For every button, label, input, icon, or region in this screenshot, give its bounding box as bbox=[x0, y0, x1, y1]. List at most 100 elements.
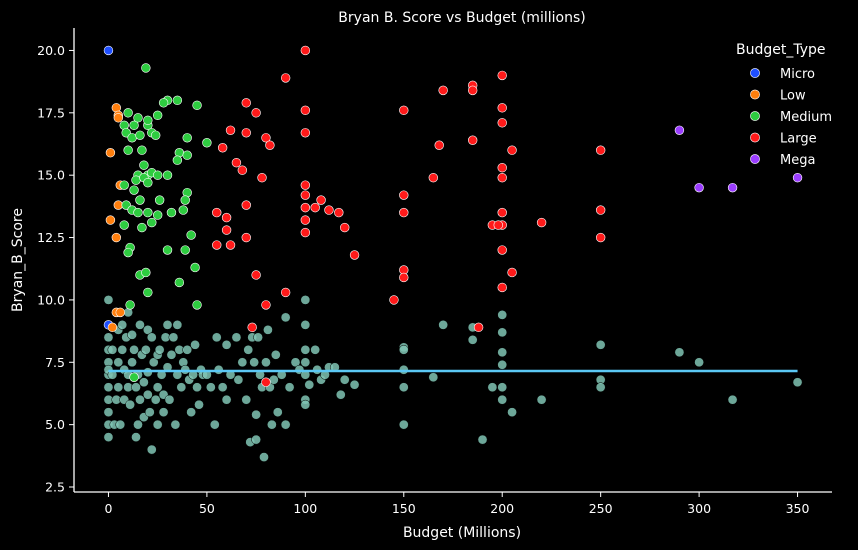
background-point bbox=[263, 324, 273, 335]
data-point-large bbox=[300, 105, 311, 116]
data-point-large bbox=[225, 240, 236, 250]
background-point bbox=[107, 344, 118, 355]
data-point-large bbox=[493, 220, 503, 230]
data-point-large bbox=[241, 128, 251, 138]
background-point bbox=[339, 374, 350, 385]
y-tick-label: 15.0 bbox=[37, 168, 65, 183]
data-point-low bbox=[105, 148, 116, 158]
data-point-large bbox=[324, 205, 334, 215]
data-point-large bbox=[349, 250, 360, 260]
data-point-medium bbox=[182, 133, 192, 143]
background-point bbox=[139, 377, 149, 388]
data-point-large bbox=[310, 202, 320, 213]
background-point bbox=[211, 332, 222, 343]
y-tick-label: 12.5 bbox=[37, 230, 65, 245]
background-point bbox=[176, 382, 187, 393]
background-point bbox=[300, 357, 311, 368]
background-point bbox=[103, 382, 114, 393]
background-point bbox=[166, 349, 177, 360]
background-point bbox=[150, 394, 161, 405]
data-point-large bbox=[497, 245, 507, 255]
background-point bbox=[164, 394, 175, 405]
background-point bbox=[497, 359, 508, 370]
background-point bbox=[251, 409, 261, 420]
data-point-medium bbox=[143, 207, 153, 218]
data-point-mega bbox=[694, 182, 704, 193]
background-point bbox=[168, 332, 179, 343]
data-point-medium bbox=[152, 170, 163, 180]
background-point bbox=[497, 310, 508, 320]
x-tick-label: 250 bbox=[589, 501, 613, 516]
x-tick-label: 300 bbox=[687, 501, 711, 516]
data-point-large bbox=[497, 162, 507, 173]
legend-label-medium: Medium bbox=[780, 110, 832, 125]
data-point-large bbox=[261, 377, 271, 387]
data-point-medium bbox=[129, 372, 139, 382]
data-point-medium bbox=[123, 247, 133, 258]
background-point bbox=[243, 344, 254, 355]
background-point bbox=[231, 332, 242, 343]
y-tick-label: 2.5 bbox=[45, 480, 65, 495]
background-point bbox=[335, 389, 346, 400]
data-point-medium bbox=[178, 205, 188, 215]
data-point-mega bbox=[727, 182, 738, 193]
data-point-large bbox=[399, 272, 409, 283]
background-point bbox=[127, 329, 137, 340]
data-point-large bbox=[300, 128, 311, 138]
data-point-large bbox=[399, 190, 409, 200]
data-point-large bbox=[221, 212, 232, 223]
background-point bbox=[270, 349, 281, 360]
background-point bbox=[103, 407, 114, 418]
data-point-medium bbox=[151, 130, 161, 140]
data-point-medium bbox=[172, 95, 183, 106]
background-point bbox=[237, 357, 248, 368]
data-point-medium bbox=[147, 217, 157, 228]
data-point-low bbox=[113, 113, 123, 123]
data-point-large bbox=[595, 205, 606, 215]
background-point bbox=[127, 357, 137, 368]
background-point bbox=[125, 399, 135, 410]
data-point-large bbox=[497, 118, 507, 128]
y-tick-label: 7.5 bbox=[45, 355, 65, 370]
background-point bbox=[300, 295, 311, 305]
background-point bbox=[272, 407, 283, 418]
data-point-medium bbox=[172, 155, 183, 165]
background-point bbox=[792, 377, 803, 388]
background-point bbox=[142, 324, 153, 335]
data-point-large bbox=[237, 165, 248, 175]
background-point bbox=[300, 344, 311, 355]
background-point bbox=[438, 320, 449, 330]
background-point bbox=[135, 394, 145, 405]
legend-marker-large bbox=[750, 132, 760, 143]
data-point-mega bbox=[674, 125, 685, 135]
background-point bbox=[280, 312, 291, 323]
background-point bbox=[487, 382, 498, 393]
legend-marker-low bbox=[750, 89, 760, 100]
data-point-medium bbox=[192, 300, 202, 310]
data-point-large bbox=[389, 295, 399, 305]
data-point-large bbox=[507, 267, 517, 278]
data-point-large bbox=[261, 133, 271, 143]
data-point-medium bbox=[143, 115, 153, 126]
data-point-medium bbox=[192, 100, 202, 111]
data-point-large bbox=[428, 172, 439, 183]
data-point-medium bbox=[129, 185, 139, 195]
data-point-medium bbox=[135, 195, 145, 205]
data-point-large bbox=[251, 270, 261, 280]
data-point-medium bbox=[202, 138, 212, 148]
background-point bbox=[300, 399, 311, 410]
x-tick-label: 150 bbox=[392, 501, 416, 516]
data-point-mega bbox=[792, 172, 803, 183]
legend: Budget_Type Micro Low Medium Large Mega bbox=[736, 42, 832, 168]
data-point-medium bbox=[180, 195, 190, 205]
y-axis-ticks: 2.5 5.0 7.5 10.0 12.5 15.0 17.5 20.0 bbox=[37, 43, 74, 495]
plot-area bbox=[103, 45, 803, 462]
data-point-micro bbox=[103, 45, 114, 56]
data-point-large bbox=[225, 125, 236, 135]
data-point-medium bbox=[119, 180, 129, 190]
legend-marker-mega bbox=[750, 154, 760, 164]
data-point-large bbox=[595, 232, 606, 243]
data-point-large bbox=[231, 158, 242, 168]
y-tick-label: 17.5 bbox=[37, 105, 65, 120]
data-point-medium bbox=[143, 177, 153, 188]
